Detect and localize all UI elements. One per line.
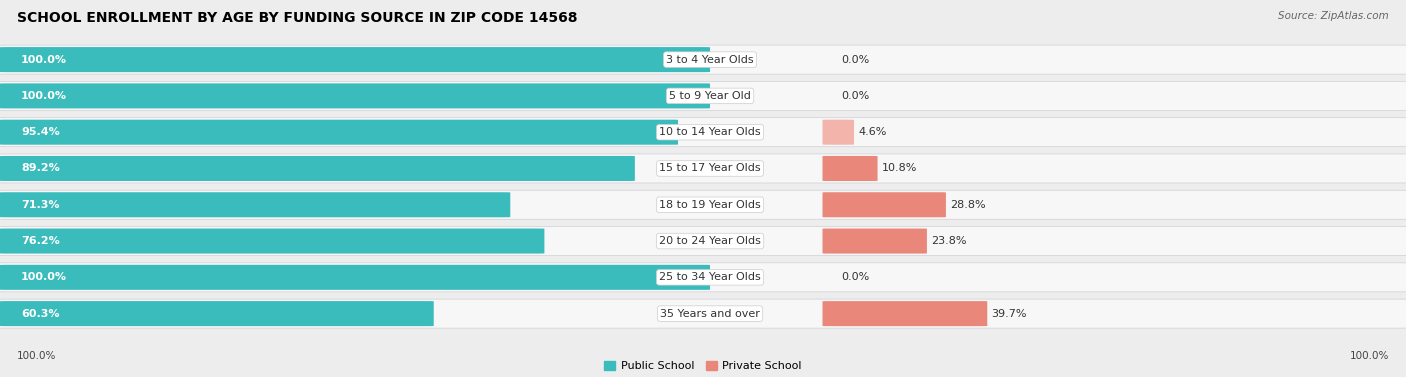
FancyBboxPatch shape: [0, 156, 636, 181]
Text: 71.3%: 71.3%: [21, 200, 59, 210]
FancyBboxPatch shape: [0, 81, 1406, 110]
Text: 10 to 14 Year Olds: 10 to 14 Year Olds: [659, 127, 761, 137]
Text: 3 to 4 Year Olds: 3 to 4 Year Olds: [666, 55, 754, 64]
FancyBboxPatch shape: [0, 265, 710, 290]
FancyBboxPatch shape: [0, 83, 710, 109]
Text: 0.0%: 0.0%: [841, 91, 869, 101]
Text: 39.7%: 39.7%: [991, 309, 1026, 319]
Text: 5 to 9 Year Old: 5 to 9 Year Old: [669, 91, 751, 101]
FancyBboxPatch shape: [0, 120, 678, 145]
FancyBboxPatch shape: [0, 47, 710, 72]
FancyBboxPatch shape: [0, 227, 1406, 256]
Text: 10.8%: 10.8%: [882, 164, 917, 173]
FancyBboxPatch shape: [0, 118, 1406, 147]
FancyBboxPatch shape: [0, 228, 544, 254]
FancyBboxPatch shape: [0, 299, 1406, 328]
Text: 100.0%: 100.0%: [17, 351, 56, 361]
Text: 100.0%: 100.0%: [21, 91, 67, 101]
Text: 28.8%: 28.8%: [950, 200, 986, 210]
FancyBboxPatch shape: [823, 301, 987, 326]
FancyBboxPatch shape: [0, 190, 1406, 219]
FancyBboxPatch shape: [823, 192, 946, 217]
Text: SCHOOL ENROLLMENT BY AGE BY FUNDING SOURCE IN ZIP CODE 14568: SCHOOL ENROLLMENT BY AGE BY FUNDING SOUR…: [17, 11, 578, 25]
Text: 25 to 34 Year Olds: 25 to 34 Year Olds: [659, 272, 761, 282]
Text: 20 to 24 Year Olds: 20 to 24 Year Olds: [659, 236, 761, 246]
Text: 0.0%: 0.0%: [841, 55, 869, 64]
Text: 100.0%: 100.0%: [21, 272, 67, 282]
Text: 60.3%: 60.3%: [21, 309, 59, 319]
Text: 89.2%: 89.2%: [21, 164, 60, 173]
Text: 100.0%: 100.0%: [1350, 351, 1389, 361]
FancyBboxPatch shape: [823, 228, 927, 254]
Text: 100.0%: 100.0%: [21, 55, 67, 64]
Text: 15 to 17 Year Olds: 15 to 17 Year Olds: [659, 164, 761, 173]
FancyBboxPatch shape: [0, 154, 1406, 183]
FancyBboxPatch shape: [0, 263, 1406, 292]
Text: 95.4%: 95.4%: [21, 127, 60, 137]
Text: Source: ZipAtlas.com: Source: ZipAtlas.com: [1278, 11, 1389, 21]
FancyBboxPatch shape: [0, 301, 433, 326]
Text: 18 to 19 Year Olds: 18 to 19 Year Olds: [659, 200, 761, 210]
FancyBboxPatch shape: [823, 156, 877, 181]
Text: 35 Years and over: 35 Years and over: [659, 309, 761, 319]
Text: 0.0%: 0.0%: [841, 272, 869, 282]
FancyBboxPatch shape: [0, 192, 510, 217]
FancyBboxPatch shape: [0, 45, 1406, 74]
Text: 4.6%: 4.6%: [858, 127, 887, 137]
FancyBboxPatch shape: [823, 120, 853, 145]
Text: 76.2%: 76.2%: [21, 236, 60, 246]
Text: 23.8%: 23.8%: [931, 236, 967, 246]
Legend: Public School, Private School: Public School, Private School: [605, 361, 801, 371]
